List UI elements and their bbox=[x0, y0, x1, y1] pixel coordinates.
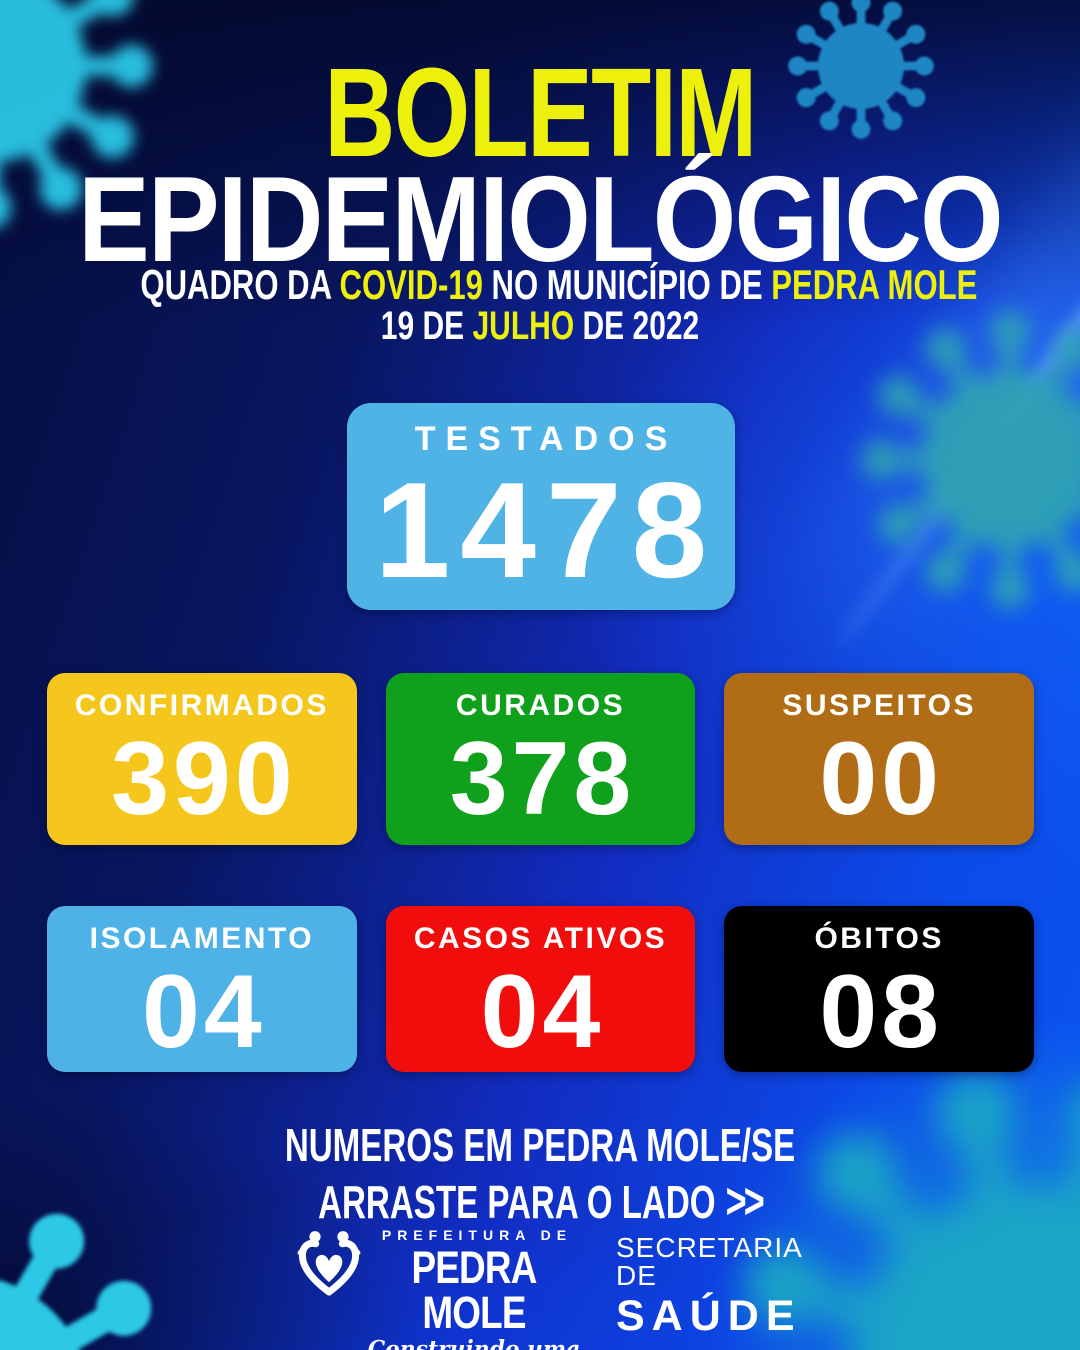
card-value: 00 bbox=[819, 721, 944, 837]
secretaria-line1: SECRETARIA DE bbox=[616, 1232, 802, 1291]
prefeitura-tagline: Construindo uma Nova História bbox=[367, 1336, 581, 1350]
card-curados: CURADOS 378 bbox=[385, 673, 696, 845]
prefeitura-logo-text: PREFEITURA DE PEDRA MOLE Construindo uma… bbox=[352, 1228, 596, 1350]
card-value: 378 bbox=[449, 721, 636, 837]
stats-row-1: CONFIRMADOS 390 CURADOS 378 SUSPEITOS 00 bbox=[47, 673, 1035, 845]
card-label: ÓBITOS bbox=[814, 922, 944, 955]
swipe-text: ARRASTE PARA O LADO bbox=[318, 1176, 716, 1228]
bulletin-date: 19 DE JULHO DE 2022 bbox=[135, 304, 945, 348]
card-label: CURADOS bbox=[455, 689, 626, 722]
footer-line2: ARRASTE PARA O LADO >> bbox=[151, 1172, 929, 1230]
card-value: 08 bbox=[819, 954, 944, 1070]
card-confirmados: CONFIRMADOS 390 bbox=[47, 673, 357, 845]
double-chevron-right-icon: >> bbox=[725, 1173, 765, 1229]
card-value: 390 bbox=[111, 721, 297, 837]
card-isolamento: ISOLAMENTO 04 bbox=[47, 906, 357, 1072]
card-obitos: ÓBITOS 08 bbox=[724, 906, 1035, 1072]
card-suspeitos: SUSPEITOS 00 bbox=[724, 673, 1035, 845]
card-casos-ativos: CASOS ATIVOS 04 bbox=[385, 906, 696, 1072]
card-value: 1478 bbox=[374, 454, 718, 606]
card-label: CONFIRMADOS bbox=[74, 689, 329, 722]
card-value: 04 bbox=[480, 954, 605, 1070]
date-part: DE 2022 bbox=[574, 304, 700, 348]
secretaria-block: SECRETARIA DE SAÚDE bbox=[616, 1234, 836, 1338]
card-label: CASOS ATIVOS bbox=[413, 922, 668, 955]
subtitle-part: QUADRO DA bbox=[140, 261, 340, 308]
prefeitura-top-label: PREFEITURA DE bbox=[381, 1227, 573, 1243]
card-label: ISOLAMENTO bbox=[89, 922, 315, 955]
prefeitura-logo-heart-icon bbox=[297, 1231, 361, 1296]
title-line1: BOLETIM bbox=[324, 42, 757, 183]
card-testados: TESTADOS 1478 bbox=[347, 403, 735, 610]
card-label: SUSPEITOS bbox=[782, 689, 977, 722]
stats-row-2: ISOLAMENTO 04 CASOS ATIVOS 04 ÓBITOS 08 bbox=[47, 906, 1035, 1072]
subtitle-city: PEDRA MOLE bbox=[771, 261, 978, 308]
footer-line1: NUMEROS EM PEDRA MOLE/SE bbox=[284, 1119, 796, 1171]
card-label: TESTADOS bbox=[414, 420, 678, 458]
subtitle: QUADRO DA COVID-19 NO MUNICÍPIO DE PEDRA… bbox=[140, 261, 977, 308]
date-part: 19 DE bbox=[380, 304, 473, 348]
subtitle-covid: COVID-19 bbox=[339, 261, 483, 308]
secretaria-line2: SAÚDE bbox=[616, 1292, 802, 1340]
card-value: 04 bbox=[141, 954, 266, 1070]
title-line2: EPIDEMIOLÓGICO bbox=[78, 151, 1004, 287]
subtitle-part: NO MUNICÍPIO DE bbox=[482, 261, 772, 308]
prefeitura-name: PEDRA MOLE bbox=[411, 1242, 537, 1338]
date-month: JULHO bbox=[472, 304, 575, 348]
